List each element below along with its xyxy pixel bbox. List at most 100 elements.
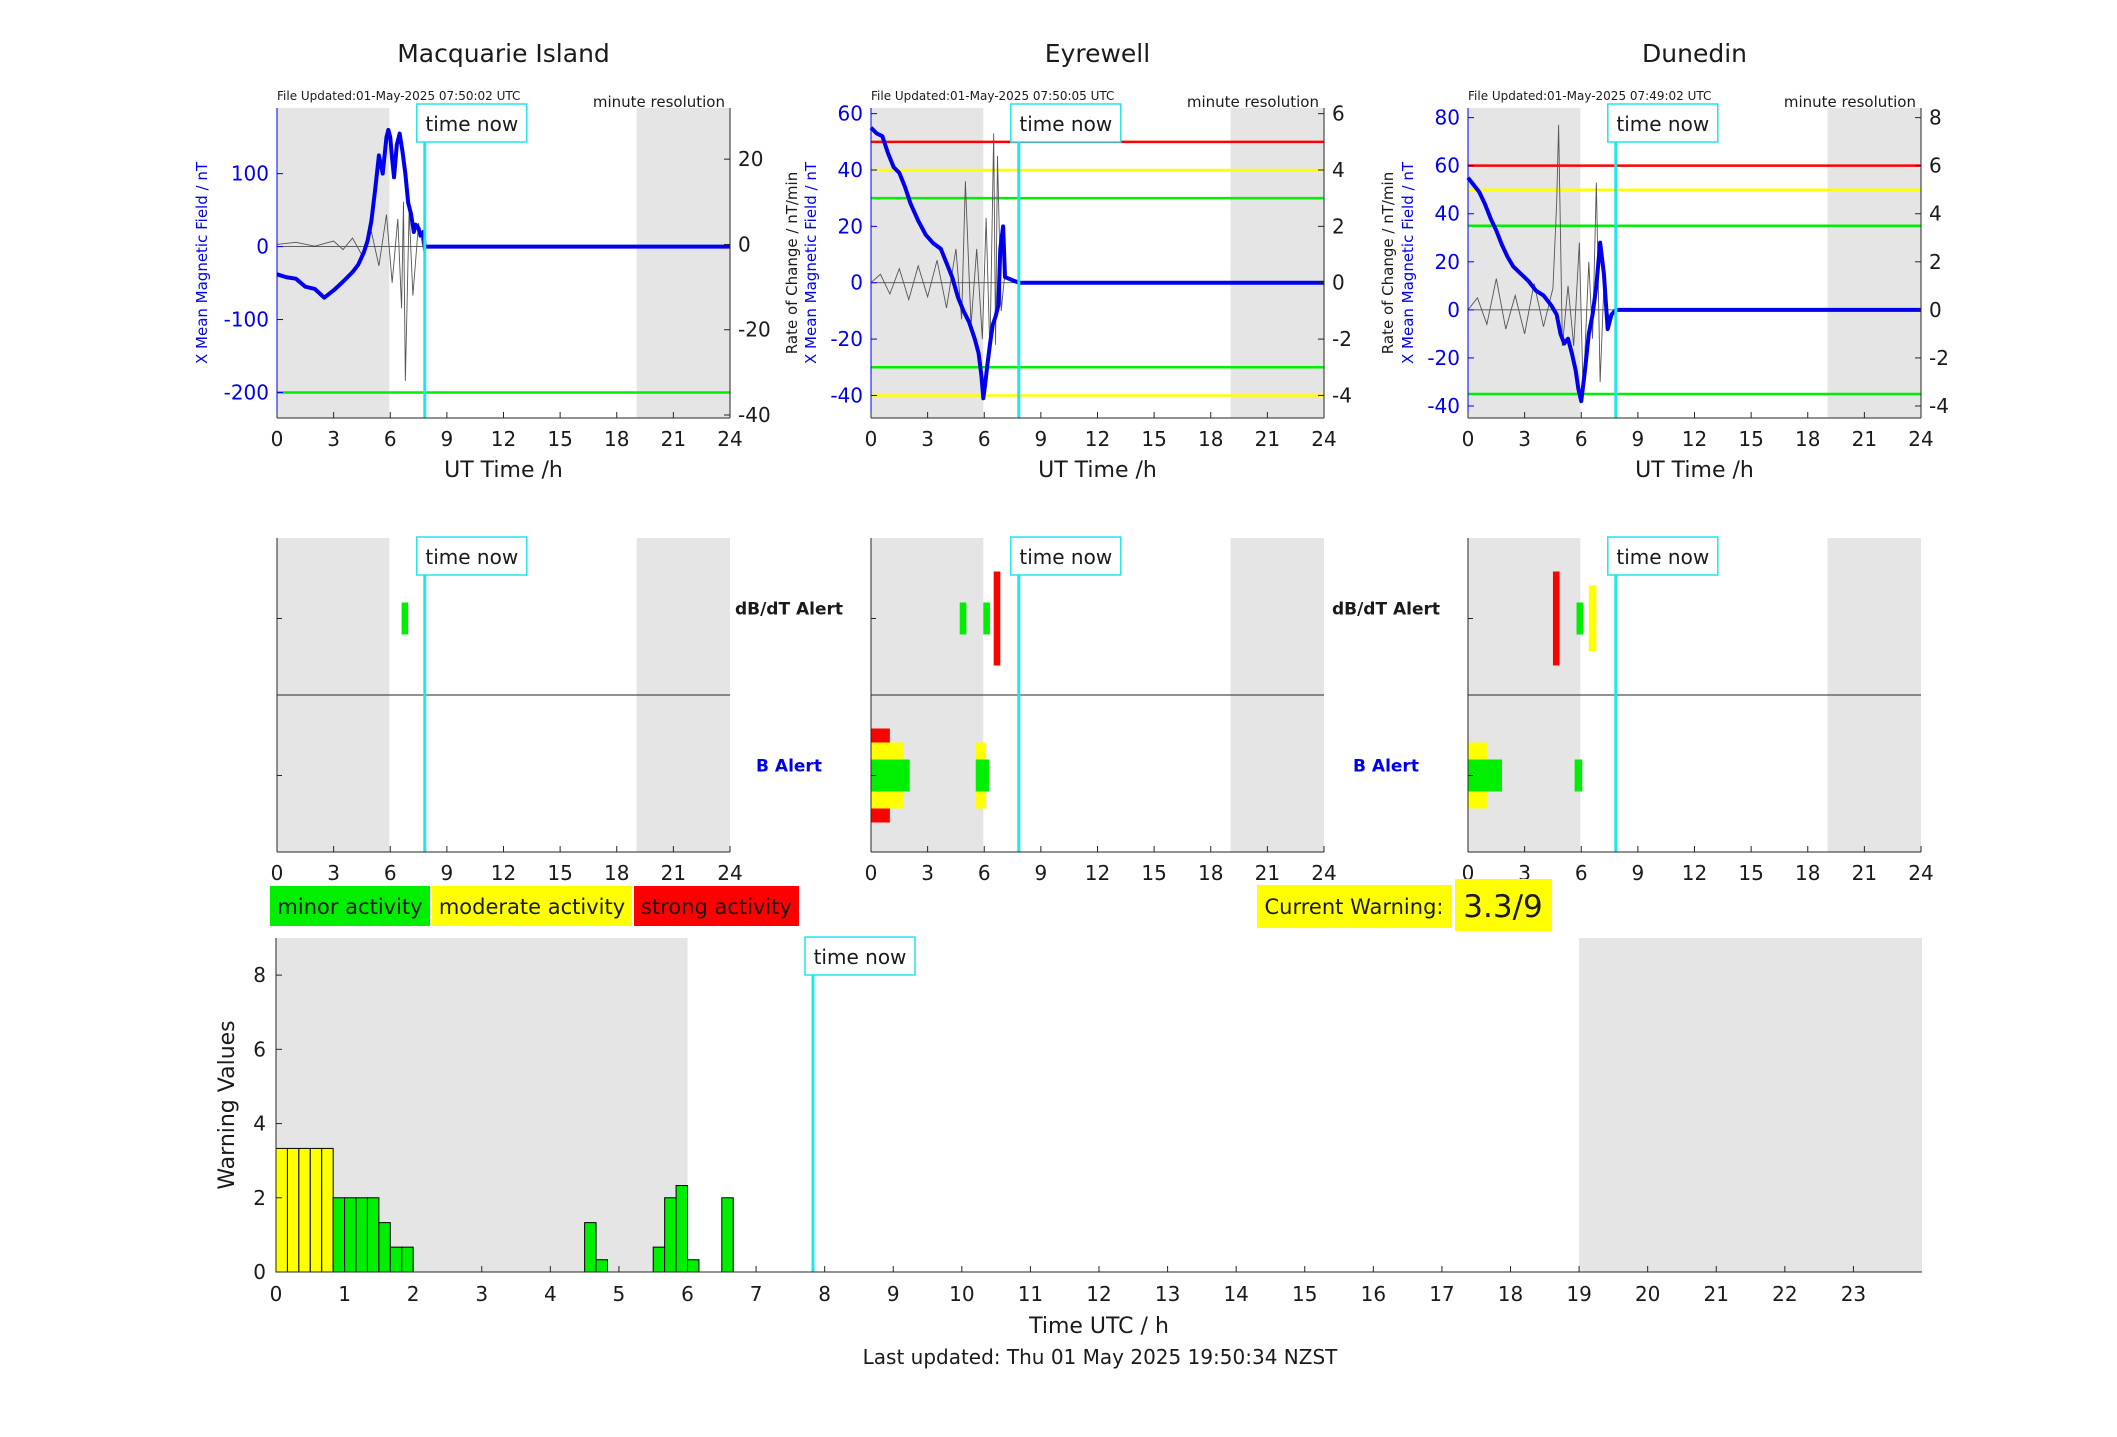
x-tick-label: 15	[1738, 861, 1763, 885]
x-tick-label: 10	[949, 1282, 974, 1306]
warning-bar	[355, 1197, 368, 1273]
magnetic-field-series	[276, 127, 730, 300]
x-tick-label: 15	[1292, 1282, 1317, 1306]
x-tick-label: 12	[1682, 427, 1707, 451]
y-tick-label: 0	[1447, 298, 1460, 322]
y2-tick-label: 6	[1929, 154, 1942, 178]
x-tick-label: 24	[1908, 427, 1933, 451]
alert-bar-minor	[1574, 759, 1583, 792]
y2-axis-label: Rate of Change / nT/min	[783, 172, 801, 354]
warning-bar	[721, 1197, 734, 1273]
warning-bar	[664, 1197, 677, 1273]
x-tick-label: 9	[441, 861, 454, 885]
x-tick-label: 21	[661, 427, 686, 451]
warning-bar	[321, 1147, 334, 1273]
x-axis-label: UT Time /h	[444, 458, 563, 483]
alert-bar-minor	[975, 759, 989, 792]
x-tick-label: 6	[681, 1282, 694, 1306]
alert-bar-minor	[871, 759, 910, 792]
alert-bar-moderate	[1588, 585, 1597, 652]
y-tick-label: -40	[830, 383, 863, 407]
last-updated-label: Last updated: Thu 01 May 2025 19:50:34 N…	[863, 1345, 1339, 1369]
x-tick-label: 18	[1198, 861, 1223, 885]
warning-bar	[366, 1197, 380, 1273]
y-tick-label: 20	[838, 214, 863, 238]
warning-bar	[275, 1147, 288, 1273]
activity-legend: minor activity moderate activity strong ac…	[270, 886, 799, 926]
alert-chart-0: time now 0 3 6 9 12 15 18 21 24	[271, 536, 743, 885]
x-tick-label: 5	[613, 1282, 626, 1306]
y-tick-label: 0	[256, 235, 269, 259]
alert-bar-minor	[1576, 602, 1584, 635]
x-tick-label: 23	[1841, 1282, 1866, 1306]
y-tick-label: 60	[838, 102, 863, 126]
x-tick-label: 24	[1908, 861, 1933, 885]
y-tick-label: 0	[253, 1260, 266, 1284]
night-shading	[1827, 108, 1921, 418]
x-tick-label: 9	[441, 427, 454, 451]
file-updated-label: File Updated:01-May-2025 07:50:05 UTC	[871, 89, 1114, 103]
x-axis-label: Time UTC / h	[1028, 1314, 1169, 1339]
magnetic-field-series	[869, 126, 1324, 401]
x-tick-label: 21	[1255, 427, 1280, 451]
x-tick-label: 0	[865, 427, 878, 451]
x-tick-label: 15	[1141, 861, 1166, 885]
x-tick-label: 16	[1361, 1282, 1386, 1306]
warning-bar	[298, 1147, 311, 1273]
x-axis-label: UT Time /h	[1038, 458, 1157, 483]
x-tick-label: 12	[491, 427, 516, 451]
magnetic-field-series	[1466, 176, 1921, 404]
x-tick-label: 11	[1018, 1282, 1043, 1306]
x-tick-label: 22	[1772, 1282, 1797, 1306]
time-now-label-box	[1607, 536, 1719, 576]
warning-bar	[675, 1185, 688, 1273]
x-tick-label: 3	[475, 1282, 488, 1306]
x-tick-label: 2	[407, 1282, 420, 1306]
y-tick-label: 2	[253, 1186, 266, 1210]
y-tick-label: 40	[838, 158, 863, 182]
file-updated-label: File Updated:01-May-2025 07:50:02 UTC	[277, 89, 520, 103]
warning-bar	[584, 1222, 597, 1273]
x-tick-label: 20	[1635, 1282, 1660, 1306]
x-tick-label: 12	[1085, 427, 1110, 451]
current-warning-value-box	[1455, 879, 1552, 931]
x-tick-label: 3	[327, 861, 340, 885]
alert-bar-minor	[983, 602, 990, 635]
x-tick-label: 24	[1311, 427, 1336, 451]
night-shading	[1579, 938, 1922, 1272]
x-tick-label: 3	[921, 427, 934, 451]
time-now-label: time now	[425, 545, 518, 569]
legend-swatch-moderate	[432, 886, 632, 926]
y-axis-label: X Mean Magnetic Field / nT	[1399, 161, 1417, 364]
x-tick-label: 15	[547, 861, 572, 885]
y-tick-label: 4	[253, 1112, 266, 1136]
x-tick-label: 21	[1852, 861, 1877, 885]
x-tick-label: 9	[1632, 861, 1645, 885]
time-now-label-box	[1010, 103, 1122, 143]
x-tick-label: 18	[604, 427, 629, 451]
x-tick-label: 3	[1518, 427, 1531, 451]
resolution-label: minute resolution	[593, 93, 725, 111]
y-axis-label: X Mean Magnetic Field / nT	[802, 161, 820, 364]
time-now-label-box	[1607, 103, 1719, 143]
y2-tick-label: -2	[1332, 327, 1352, 351]
y2-tick-label: -40	[738, 403, 771, 427]
y-axis-label: Warning Values	[215, 1020, 240, 1189]
row-label-dbdt: dB/dT Alert	[735, 600, 843, 620]
x-tick-label: 9	[1035, 427, 1048, 451]
x-tick-label: 18	[604, 861, 629, 885]
y-tick-label: -20	[830, 327, 863, 351]
x-tick-label: 0	[1462, 427, 1475, 451]
current-warning: Current Warning: 3.3/9	[1257, 879, 1552, 931]
y-tick-label: 8	[253, 963, 266, 987]
y-tick-label: 40	[1435, 202, 1460, 226]
field-chart-2: Dunedin File Updated:01-May-2025 07:49:02…	[1379, 39, 1949, 483]
y-tick-label: 60	[1435, 154, 1460, 178]
time-now-label-box	[416, 536, 528, 576]
x-tick-label: 0	[865, 861, 878, 885]
row-label-b: B Alert	[1353, 757, 1419, 777]
x-tick-label: 6	[1575, 427, 1588, 451]
x-tick-label: 9	[887, 1282, 900, 1306]
